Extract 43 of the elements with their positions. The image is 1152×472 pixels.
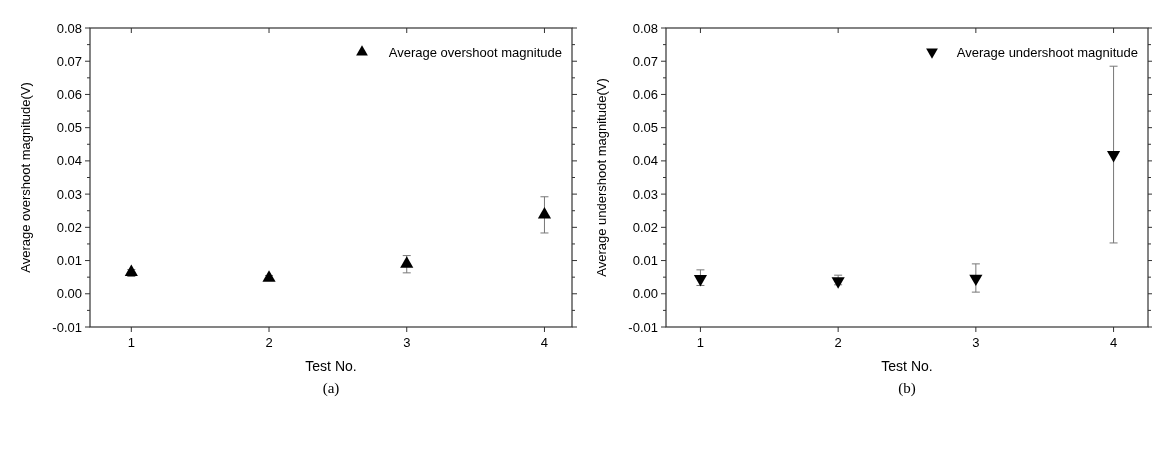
y-tick-label: 0.02 [56,219,82,235]
y-tick-label: 0.07 [56,53,82,69]
point [537,207,552,219]
y-tick-label: 0.05 [56,120,82,136]
point [693,275,708,287]
point [969,274,983,287]
y-tick-label: 0.03 [56,186,82,202]
y-axis-title: Average undershoot magnitude(V) [594,78,609,277]
x-tick-label: 2 [265,335,273,350]
y-axis-title: Average overshoot magnitude(V) [18,82,33,273]
y-tick-label: 0.06 [56,86,82,102]
legend-label: Average overshoot magnitude [388,44,562,60]
x-tick-label: 1 [127,335,135,350]
y-tick-label: 0.06 [632,86,658,102]
y-tick-label: -0.01 [628,319,658,335]
y-tick-label: 0.03 [632,186,658,202]
x-axis-title: Test No. [881,358,933,374]
point [1106,151,1121,163]
x-tick-label: 2 [834,335,842,350]
y-tick-label: 0.02 [632,219,658,235]
point [400,256,414,268]
y-tick-label: 0.08 [632,20,658,36]
y-tick-label: 0.08 [56,20,82,36]
point [124,264,138,276]
x-tick-label: 4 [540,335,549,350]
y-tick-label: 0.00 [56,286,82,302]
text: (b) [898,380,916,397]
x-tick-label: 3 [403,335,411,350]
y-tick-label: 0.01 [632,253,658,269]
x-tick-label: 4 [1109,335,1118,350]
y-tick-label: 0.00 [632,286,658,302]
y-tick-label: 0.07 [632,53,658,69]
y-tick-label: 0.01 [56,253,82,269]
x-tick-label: 3 [972,335,980,350]
y-tick-label: 0.05 [632,120,658,136]
x-axis-title: Test No. [305,358,357,374]
x-tick-label: 1 [696,335,705,350]
y-tick-label: 0.04 [56,153,82,169]
text: (a) [322,380,340,397]
y-tick-label: 0.04 [632,153,658,169]
legend-label: Average undershoot magnitude [956,44,1138,60]
point [262,270,276,282]
y-tick-label: -0.01 [52,319,82,335]
